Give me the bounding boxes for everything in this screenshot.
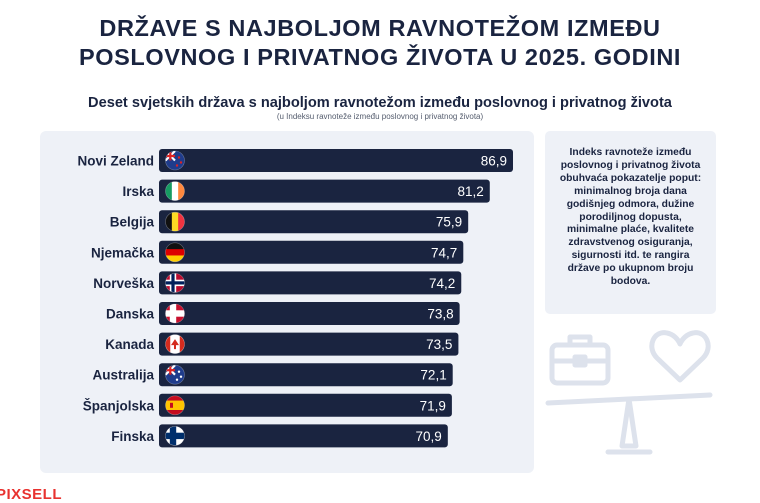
chart-title-line-1: DRŽAVE S NAJBOLJOM RAVNOTEŽOM IZMEĐU [99, 15, 661, 41]
value-label: 73,5 [426, 337, 452, 352]
decoration-illustration [545, 330, 713, 455]
bar [159, 302, 460, 325]
category-label: Finska [111, 429, 154, 444]
category-label: Kanada [105, 337, 154, 352]
category-label: Novi Zeland [77, 154, 154, 169]
heart-icon [649, 330, 711, 383]
category-label: Irska [122, 184, 154, 199]
category-label: Danska [106, 307, 155, 322]
briefcase-icon [549, 334, 611, 386]
bar [159, 424, 448, 448]
value-label: 74,7 [431, 245, 457, 260]
chart-title: DRŽAVE S NAJBOLJOM RAVNOTEŽOM IZMEĐU POS… [0, 14, 760, 72]
category-label: Norveška [93, 276, 154, 291]
bar-chart: Novi Zeland 86,9 Irska 81,2 Belgija 75,9 Njema… [77, 149, 513, 448]
bar [159, 149, 513, 172]
balance-scale-icon [545, 392, 713, 455]
flag-belgium-icon [165, 211, 185, 232]
flag-canada-icon [165, 334, 185, 354]
value-label: 73,8 [427, 307, 453, 322]
bar [159, 210, 469, 234]
flag-germany-icon [165, 242, 185, 263]
side-note-box: Indeks ravnoteže između poslovnog i priv… [545, 131, 716, 314]
pixsell-logo: PIXSELL [0, 486, 63, 503]
bar [159, 271, 462, 295]
side-note-text: Indeks ravnoteže između poslovnog i priv… [559, 147, 702, 288]
bar [159, 393, 452, 417]
value-label: 86,9 [481, 154, 507, 169]
value-label: 74,2 [429, 276, 455, 291]
chart-panel: Novi Zeland 86,9 Irska 81,2 Belgija 75,9 Njema… [40, 131, 534, 473]
chart-subtitle: Deset svjetskih država s najboljom ravno… [88, 95, 672, 111]
flag-denmark-icon [165, 303, 185, 324]
value-label: 75,9 [436, 215, 462, 230]
bar [159, 332, 459, 356]
bar [159, 179, 490, 203]
bar [159, 363, 453, 387]
chart-subnote: (u Indeksu ravnoteže između poslovnog i … [276, 112, 484, 121]
flag-australia-icon [165, 364, 185, 385]
value-label: 81,2 [457, 184, 483, 199]
flag-norway-icon [165, 273, 185, 293]
value-label: 71,9 [420, 398, 446, 413]
category-label: Belgija [110, 215, 155, 230]
flag-finland-icon [165, 426, 185, 446]
category-label: Australija [92, 368, 154, 383]
value-label: 70,9 [416, 429, 442, 444]
bar [159, 240, 464, 264]
chart-title-line-2: POSLOVNOG I PRIVATNOG ŽIVOTA U 2025. GOD… [78, 44, 682, 70]
category-label: Njemačka [91, 245, 155, 260]
flag-ireland-icon [165, 181, 185, 201]
category-label: Španjolska [83, 398, 155, 413]
flag-new-zealand-icon [165, 150, 185, 171]
flag-spain-icon [165, 395, 185, 416]
value-label: 72,1 [420, 368, 446, 383]
